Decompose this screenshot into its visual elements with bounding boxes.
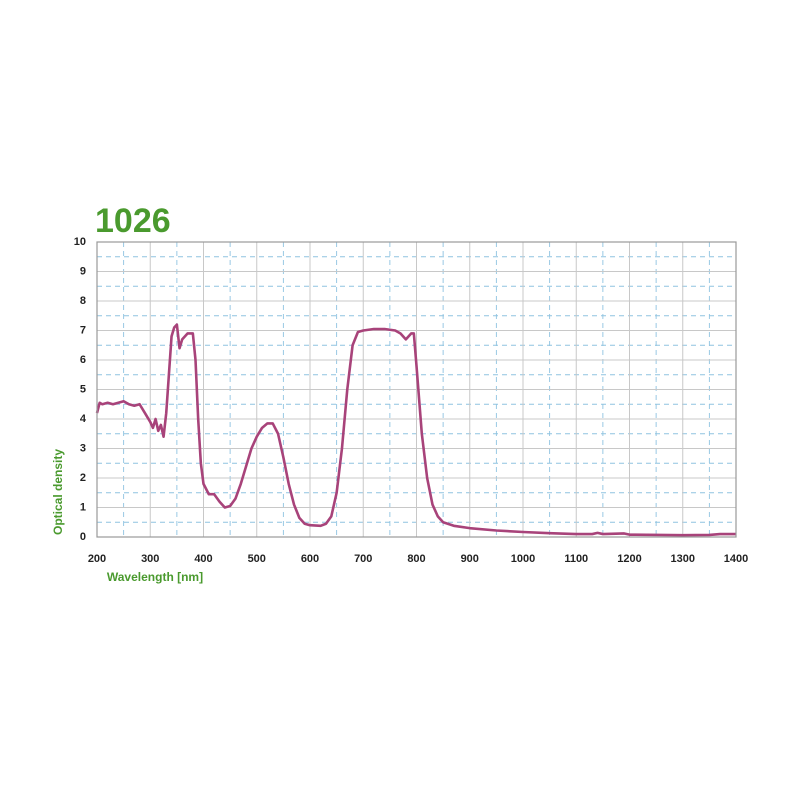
- plot: [95, 323, 736, 537]
- y-tick-label: 2: [80, 472, 86, 484]
- y-tick-label: 7: [80, 324, 86, 336]
- x-tick-label: 800: [407, 553, 425, 565]
- y-tick-label: 1: [80, 501, 86, 513]
- y-tick-label: 6: [80, 354, 86, 366]
- x-tick-label: 200: [88, 553, 106, 565]
- y-tick-label: 8: [80, 295, 86, 307]
- x-tick-label: 300: [141, 553, 159, 565]
- y-tick-label: 0: [80, 531, 86, 543]
- grid: 200 300 400 500 600 700 800 900 1000 1100 1200 1300…: [74, 236, 748, 565]
- chart-title: 1026: [95, 202, 171, 240]
- x-tick-label: 500: [248, 553, 266, 565]
- x-tick-label: 400: [194, 553, 212, 565]
- y-tick-label: 3: [80, 442, 86, 454]
- x-tick-label: 1100: [564, 553, 588, 565]
- y-tick-label: 5: [80, 383, 86, 395]
- x-tick-label: 600: [301, 553, 319, 565]
- y-axis-label: Optical density: [51, 449, 65, 535]
- x-axis-label: Wavelength [nm]: [107, 570, 203, 584]
- x-tick-label: 700: [354, 553, 372, 565]
- x-tick-label: 1400: [724, 553, 748, 565]
- y-tick-label: 4: [80, 413, 87, 425]
- data-line: [95, 323, 736, 537]
- x-tick-label: 1200: [617, 553, 641, 565]
- y-tick-label: 9: [80, 265, 86, 277]
- x-tick-label: 1000: [511, 553, 535, 565]
- y-tick-label: 10: [74, 236, 86, 248]
- plot-border: [96, 241, 737, 538]
- x-tick-label: 1300: [671, 553, 695, 565]
- x-tick-label: 900: [461, 553, 479, 565]
